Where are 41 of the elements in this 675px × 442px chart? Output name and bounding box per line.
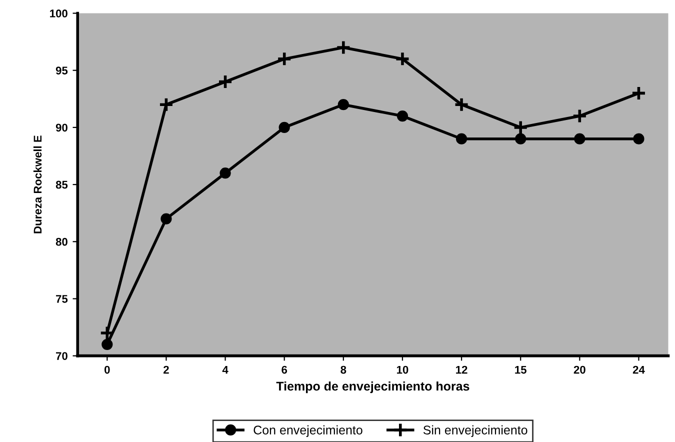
point [631,86,646,101]
point [100,325,115,341]
y-tick-label: 100 [50,10,68,18]
legend-label: Con envejecimiento [254,425,362,437]
point [515,133,526,144]
point [394,51,410,67]
legend-label: Sin envejecimiento [423,425,528,437]
point [220,168,231,179]
point [278,122,290,133]
x-tick-label: 15 [515,366,526,374]
x-axis-title: Tiempo de envejecimiento horas [276,381,470,394]
x-tick-label: 12 [456,366,468,374]
y-tick-label: 85 [56,180,68,189]
x-tick-label: 8 [340,366,346,374]
point [574,133,586,144]
point [396,110,408,122]
point [454,96,470,112]
point [456,133,468,144]
point [160,213,172,224]
point [512,120,528,136]
x-tick-label: 2 [164,366,169,374]
point [336,40,352,56]
y-tick-label: 90 [56,124,68,132]
x-tick-label: 0 [104,366,110,374]
y-tick-label: 80 [56,238,68,246]
y-tick-label: 70 [56,352,68,360]
y-axis-title: Dureza Rockwell E [33,136,42,234]
x-tick-label: 20 [574,366,586,374]
x-tick-label: 4 [222,366,228,374]
point [276,51,292,67]
y-tick-label: 75 [56,295,68,303]
y-tick-label: 95 [56,66,68,74]
point [572,108,588,124]
x-tick-label: 24 [632,366,645,374]
point [158,96,174,112]
point [218,74,233,90]
point [102,338,113,350]
point [633,133,644,144]
x-tick-label: 6 [282,366,288,374]
x-tick-label: 10 [396,366,408,374]
point [338,99,349,110]
